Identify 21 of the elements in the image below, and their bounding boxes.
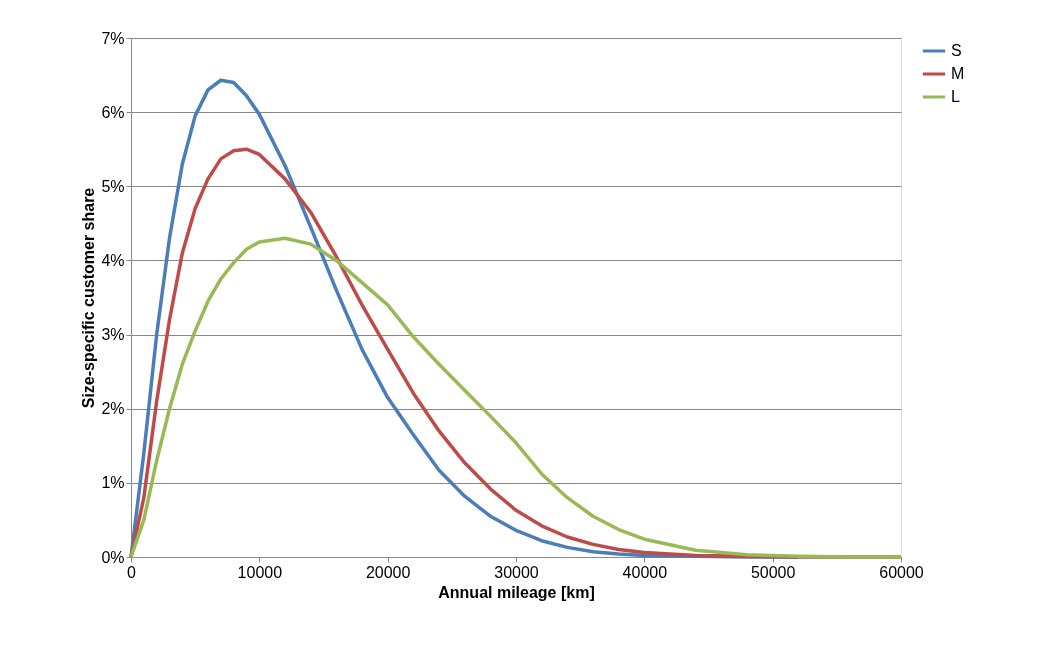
x-tick-label: 20000 [365,563,411,581]
y-tick-label: 7% [101,29,125,47]
y-tick-label: 4% [101,251,125,269]
x-axis-title: Annual mileage [km] [438,583,595,601]
x-tick-label: 0 [127,563,137,581]
y-tick-label: 6% [101,103,125,121]
legend-label: S [951,42,962,59]
x-tick-label: 60000 [879,563,924,581]
y-tick-label: 5% [101,177,125,195]
y-tick-label: 1% [101,474,125,492]
x-tick-label: 10000 [237,563,283,581]
x-tick-label: 40000 [622,563,668,581]
y-tick-label: 0% [101,548,125,566]
x-tick-label: 30000 [494,563,539,581]
y-axis-title: Size-specific customer share [80,187,98,409]
legend-label: M [951,65,965,82]
line-series [129,236,903,559]
y-tick-label: 3% [101,326,125,344]
legend-label: L [951,88,960,105]
y-tick-label: 2% [101,400,125,418]
x-tick-label: 50000 [750,563,796,581]
